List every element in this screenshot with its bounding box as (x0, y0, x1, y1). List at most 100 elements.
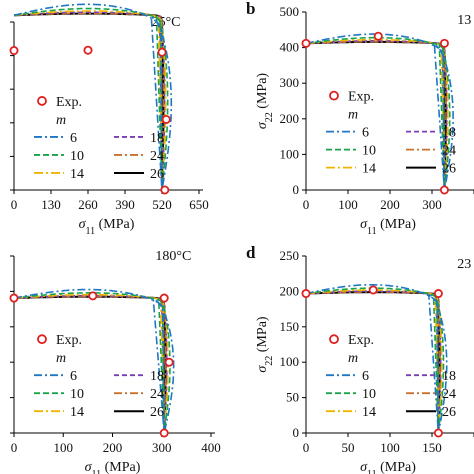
legend-entry-label: 18 (150, 131, 164, 146)
curve-m24 (14, 295, 167, 434)
exp-point (164, 357, 174, 367)
temperature-label: 13 (457, 13, 471, 28)
legend-exp-marker (329, 334, 339, 345)
exp-point (439, 185, 449, 195)
y-tick-label: 100 (280, 146, 300, 161)
legend-entry-label: 24 (150, 149, 164, 164)
legend-entry-label: 24 (150, 387, 164, 402)
legend-entry-label: 24 (442, 387, 456, 402)
curve-m18 (14, 294, 168, 434)
y-tick-label: 0 (293, 182, 300, 197)
curve-m18 (13, 11, 166, 191)
legend-entry-label: 10 (70, 387, 84, 402)
legend-entry-label: 18 (442, 126, 456, 141)
x-tick-label: 300 (152, 440, 172, 455)
legend-entry-label: 14 (362, 162, 376, 177)
curve-m6 (13, 3, 173, 191)
legend-exp-label: Exp. (56, 95, 82, 110)
y-axis-label: σ22 (MPa) (255, 316, 275, 373)
x-tick-label: 200 (380, 197, 400, 212)
legend-exp-label: Exp. (348, 90, 374, 105)
legend-m-label: m (348, 108, 358, 123)
x-tick-label: 200 (103, 440, 123, 455)
exp-point (83, 45, 93, 55)
curve-m24 (13, 12, 165, 191)
x-axis-label: σ11 (MPa) (360, 217, 416, 237)
legend-entry-label: 14 (362, 405, 376, 420)
x-tick-label: 650 (189, 197, 209, 212)
legend-entry-label: 10 (362, 144, 376, 159)
y-tick-label: 200 (280, 283, 300, 298)
legend-entry-label: 6 (362, 126, 369, 141)
legend: Exp. m6 10 14 18 24 26 (326, 90, 456, 177)
exp-point (301, 289, 311, 299)
x-tick-label: 100 (338, 197, 358, 212)
x-tick-label: 100 (54, 440, 74, 455)
legend-entry-label: 10 (362, 387, 376, 402)
legend: Exp. m6 10 14 18 24 26 (34, 95, 164, 182)
legend-entry-label: 14 (70, 167, 84, 182)
y-tick-label: 200 (280, 111, 300, 126)
legend-entry-label: 26 (442, 162, 456, 177)
y-tick-label: 400 (280, 40, 300, 55)
exp-point (9, 293, 19, 303)
curve-m14 (14, 293, 169, 434)
legend: Exp. m6 10 14 18 24 26 (34, 333, 164, 420)
curve-m10 (13, 7, 169, 191)
legend-entry-label: 26 (150, 405, 164, 420)
legend-entry-label: 26 (150, 167, 164, 182)
exp-point (159, 293, 169, 303)
y-tick-label: 300 (280, 75, 300, 90)
legend-entry-label: 14 (70, 405, 84, 420)
exp-point (88, 291, 98, 301)
exp-point (433, 289, 443, 299)
exp-point (159, 428, 169, 438)
exp-point (373, 31, 383, 41)
y-tick-label: 150 (280, 319, 300, 334)
exp-point (301, 38, 311, 48)
y-tick-label: 0 (293, 425, 300, 440)
x-axis-label: σ11 (MPa) (79, 217, 135, 237)
panel-d: 0 50 100 150 0 50 100 150 200 250 σ11 (MPa) σ22 (MP… (246, 243, 474, 474)
y-axis-label: σ22 (MPa) (255, 73, 275, 130)
x-tick-label: 50 (342, 440, 355, 455)
y-tick-label: 100 (280, 354, 300, 369)
exp-point (9, 46, 19, 56)
x-tick-label: 390 (115, 197, 135, 212)
exp-point (160, 185, 170, 195)
curve-m26 (13, 12, 165, 191)
x-tick-label: 520 (152, 197, 172, 212)
panel-b: 0 100 200 300 0 100 200 300 400 500 σ11 (MPa) σ22 (… (246, 0, 474, 237)
legend-exp-marker (37, 96, 47, 106)
legend-exp-marker (329, 90, 339, 101)
exp-point (157, 47, 167, 57)
x-tick-label: 100 (380, 440, 400, 455)
y-tick-label: 50 (286, 390, 299, 405)
curve-m14 (13, 10, 167, 191)
x-tick-label: 0 (11, 197, 18, 212)
legend-exp-label: Exp. (56, 333, 82, 348)
x-axis-label: σ11 (MPa) (85, 460, 141, 474)
x-tick-label: 0 (303, 197, 310, 212)
x-axis-label: σ11 (MPa) (360, 460, 416, 474)
x-tick-label: 150 (422, 440, 442, 455)
legend-entry-label: 6 (70, 131, 77, 146)
legend-entry-label: 24 (442, 144, 456, 159)
exp-point (161, 114, 171, 124)
legend-exp-marker (37, 334, 47, 345)
curve-m10 (305, 287, 445, 434)
exp-point (433, 428, 443, 438)
x-tick-label: 300 (422, 197, 442, 212)
panel-letter: b (246, 0, 255, 18)
x-tick-label: 260 (78, 197, 98, 212)
temperature-label: 180°C (155, 249, 191, 264)
legend-m-label: m (348, 351, 358, 366)
legend-entry-label: 10 (70, 149, 84, 164)
x-tick-label: 0 (11, 440, 18, 455)
y-tick-label: 250 (280, 248, 300, 263)
legend-entry-label: 18 (150, 369, 164, 384)
curve-m26 (14, 295, 167, 434)
x-tick-label: 0 (303, 440, 310, 455)
